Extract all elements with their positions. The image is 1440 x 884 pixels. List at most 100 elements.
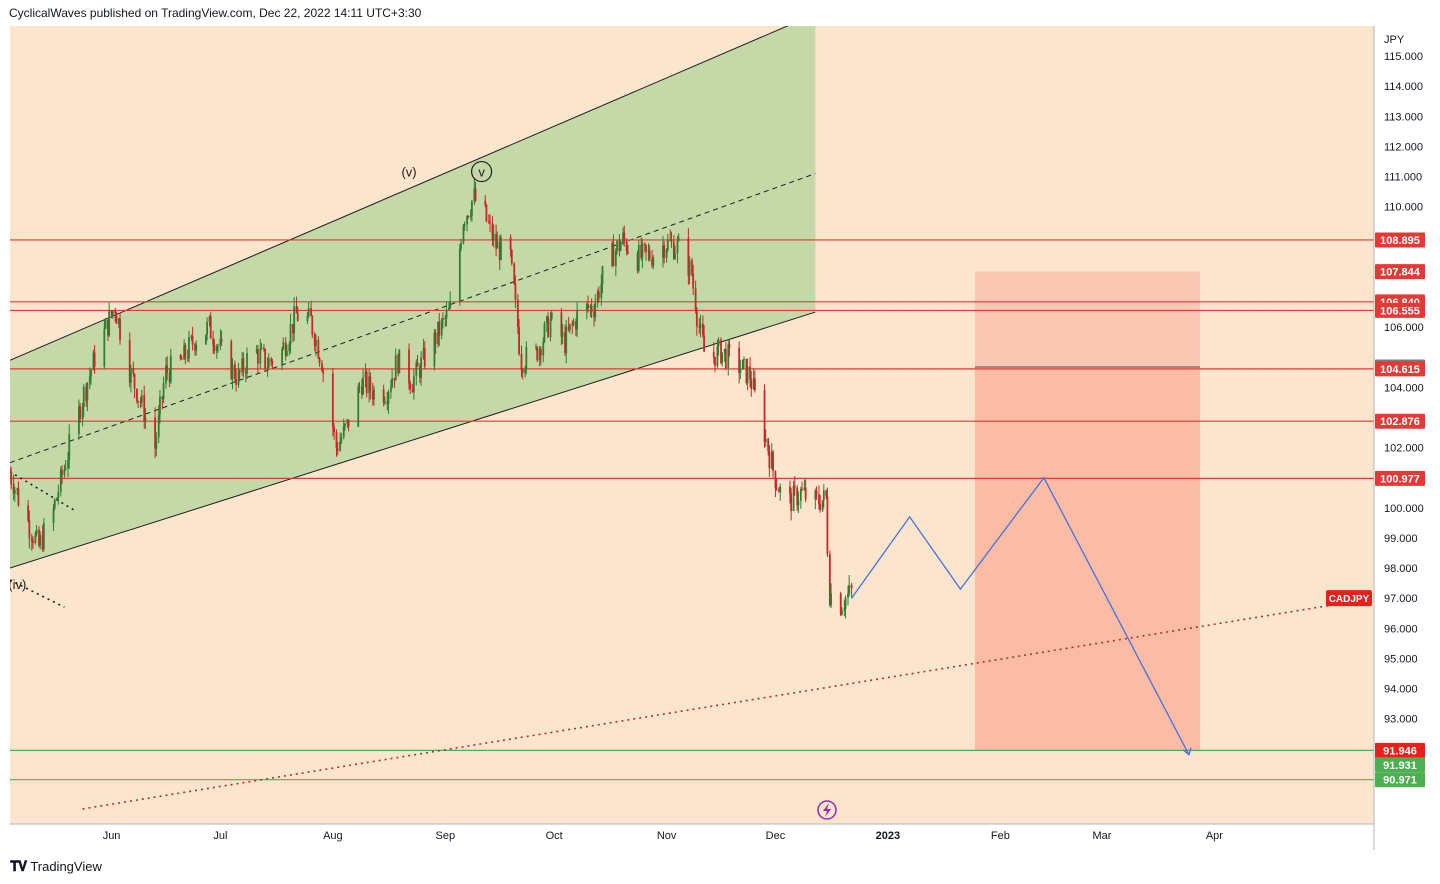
price-tag-104.615 — [1375, 361, 1425, 377]
candle-body — [259, 348, 262, 364]
price-axis[interactable]: JPY 115.000 114.000 113.000 112.000 111.000 11… — [1384, 34, 1424, 726]
candle-body — [387, 392, 390, 404]
candle-body — [30, 538, 33, 541]
candle-body — [648, 250, 651, 260]
candle-body — [779, 486, 782, 493]
candle-body — [242, 358, 245, 372]
candle-body — [364, 371, 367, 378]
candle-body — [647, 250, 650, 252]
candle-body — [190, 336, 193, 338]
candle-body — [382, 389, 385, 403]
candle-body — [701, 323, 704, 336]
candle-body — [438, 321, 441, 336]
candle-body — [110, 310, 113, 316]
candle-body — [32, 540, 34, 543]
candle-body — [416, 362, 419, 367]
candle-body — [246, 352, 248, 374]
candle-body — [169, 355, 172, 383]
candle-body — [561, 332, 564, 337]
candle-body — [441, 318, 444, 321]
candle-body — [596, 291, 599, 304]
candle-body — [165, 365, 167, 384]
candle-body — [796, 487, 799, 506]
time-axis[interactable]: Jun Jul Aug Sep Oct Nov Dec 2023 Feb Mar Apr — [103, 830, 1224, 842]
candle-body — [743, 358, 745, 360]
candle-body — [712, 351, 715, 357]
candle-body — [724, 348, 727, 369]
price-tick-label: 114.000 — [1384, 81, 1423, 93]
candle-body — [467, 216, 470, 218]
candle-body — [321, 363, 323, 371]
candle-body — [114, 310, 117, 314]
candle-body — [585, 303, 588, 311]
candle-body — [524, 369, 527, 373]
price-tick-label: 102.000 — [1384, 443, 1424, 455]
price-tag-label: 108.895 — [1380, 235, 1420, 247]
candle-body — [448, 308, 450, 310]
candle-body — [739, 369, 742, 373]
candle-body — [270, 358, 273, 362]
candle-body — [195, 344, 198, 351]
candle-body — [59, 469, 62, 492]
candle-body — [231, 364, 234, 380]
candle-body — [576, 310, 579, 330]
candle-body — [162, 383, 165, 400]
target-zone-upper — [974, 271, 1200, 367]
candle-body — [289, 324, 292, 345]
candle-body — [826, 496, 829, 555]
candle-body — [411, 389, 414, 393]
candle-body — [13, 489, 16, 494]
candle-body — [296, 313, 299, 321]
candle-body — [79, 406, 82, 420]
dotted-trendlines — [9, 470, 1356, 810]
candle-body — [420, 357, 423, 378]
candle-body — [344, 423, 346, 426]
candle-body — [9, 471, 11, 473]
price-tick-label: 113.000 — [1384, 111, 1423, 123]
candle-body — [727, 344, 730, 369]
lightning-icon-group[interactable] — [817, 800, 837, 820]
price-chart[interactable]: (v) v (iv) JPY 115.000 114.000 113.000 112.000… — [8, 13, 1430, 850]
channel-mid-line — [9, 173, 816, 464]
candle-body — [491, 222, 494, 240]
time-tick-label: Jun — [103, 830, 121, 842]
candle-body — [484, 200, 487, 205]
candle-body — [53, 499, 56, 509]
candle-body — [386, 401, 389, 404]
chart-container[interactable]: (v) v (iv) JPY 115.000 114.000 113.000 112.000… — [8, 13, 1430, 850]
channel-upper-line — [9, 13, 816, 361]
candle-body — [357, 386, 360, 427]
candle-body — [369, 376, 372, 392]
candle-body — [618, 240, 621, 251]
candle-body — [575, 321, 577, 330]
tradingview-logo-icon: 𝐓𝐕 — [10, 858, 27, 874]
footer-brand[interactable]: 𝐓𝐕 TradingView — [10, 858, 102, 875]
candle-body — [34, 534, 37, 543]
candle-body — [728, 344, 731, 348]
candle-body — [847, 593, 849, 598]
candle-body — [104, 319, 107, 329]
candle-body — [159, 396, 161, 415]
candle-body — [92, 352, 95, 371]
time-tick-label: Aug — [323, 830, 343, 842]
candle-body — [793, 485, 796, 488]
candle-body — [310, 308, 312, 317]
candle-body — [676, 240, 679, 254]
wave-label: v — [478, 165, 485, 180]
candle-body — [90, 370, 92, 377]
candle-body — [347, 419, 350, 427]
candle-body — [390, 387, 392, 393]
candle-body — [108, 310, 111, 336]
candle-body — [749, 366, 751, 380]
candle-body — [241, 358, 244, 373]
price-tick-label: 99.000 — [1384, 533, 1418, 545]
price-tick-label: 94.000 — [1384, 683, 1418, 695]
candle-body — [839, 593, 842, 615]
candle-body — [313, 334, 316, 347]
candle-body — [801, 489, 803, 491]
candle-body — [244, 371, 247, 374]
time-tick-label: Oct — [546, 830, 563, 842]
candle-body — [179, 355, 182, 359]
lightning-icon[interactable] — [817, 800, 837, 820]
candle-body — [510, 250, 513, 264]
